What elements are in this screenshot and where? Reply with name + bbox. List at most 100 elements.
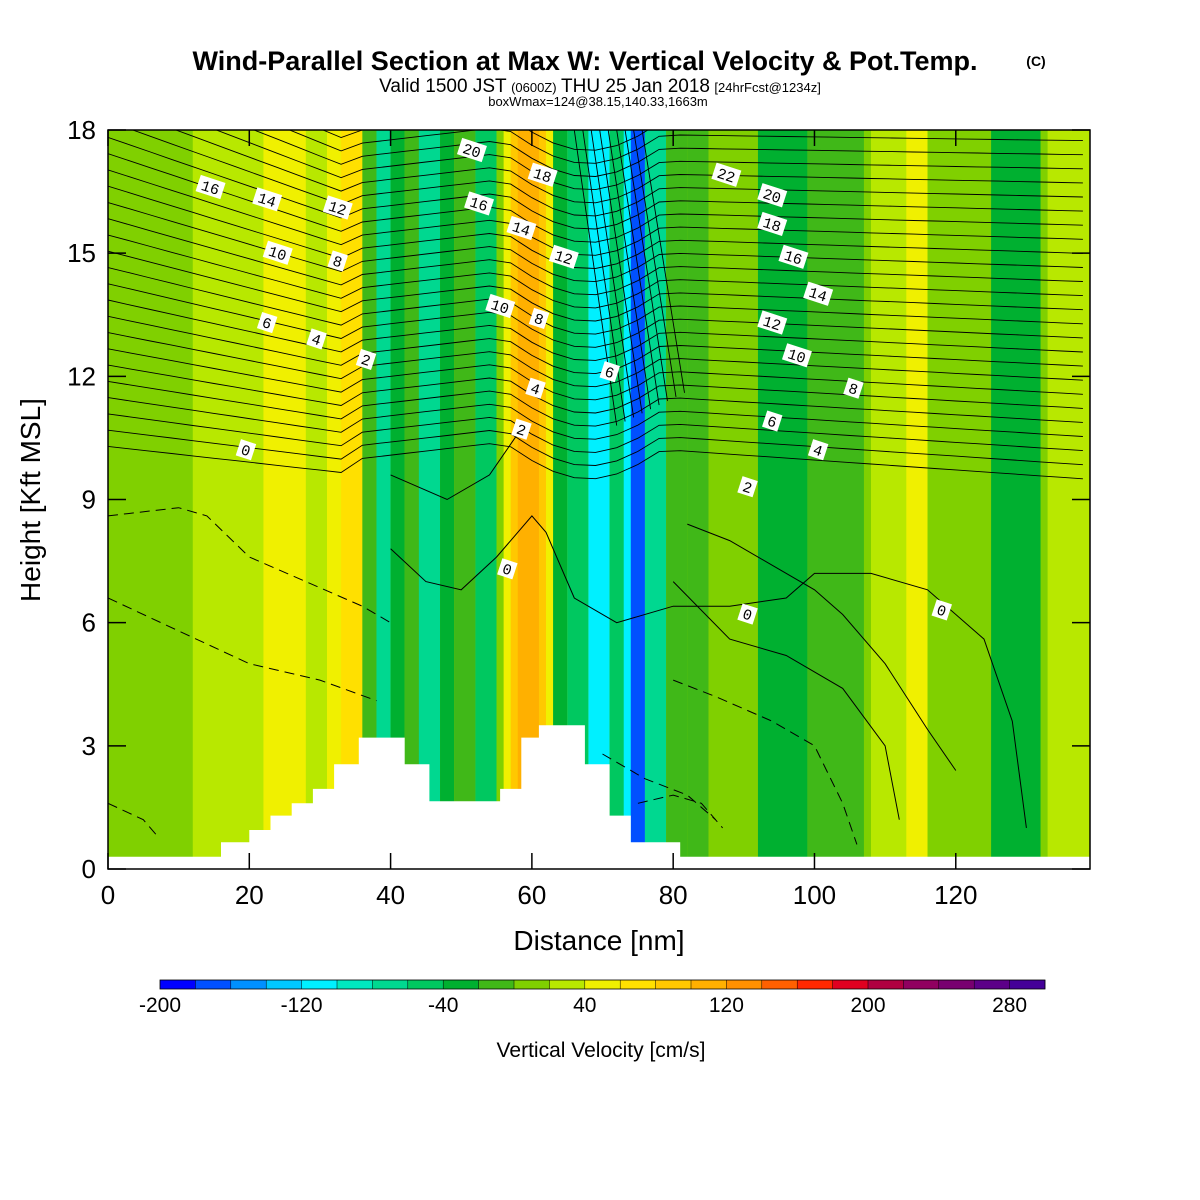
contour-label: 12 bbox=[757, 310, 788, 335]
theta-contour bbox=[108, 234, 1083, 309]
theta-contour bbox=[108, 250, 1083, 322]
colorbar-swatch bbox=[584, 980, 621, 989]
contour-label: 6 bbox=[762, 410, 783, 432]
contour-label-text: 10 bbox=[488, 297, 510, 319]
contour-label-box bbox=[195, 174, 226, 200]
vv-band bbox=[454, 130, 476, 869]
y-axis-label: Height [Kft MSL] bbox=[15, 398, 46, 602]
theta-contour bbox=[108, 267, 1083, 335]
contour-label-text: 22 bbox=[715, 166, 737, 188]
colorbar-swatch bbox=[266, 980, 302, 989]
contour-label: 10 bbox=[262, 240, 293, 266]
contour-label-box bbox=[252, 187, 283, 212]
contour-labels: 0246810121416024681012141618202220181614… bbox=[195, 137, 952, 625]
terrain-mask bbox=[108, 725, 1090, 869]
vv-band bbox=[644, 130, 667, 869]
contour-label: 0 bbox=[497, 558, 518, 580]
theta-contour bbox=[108, 507, 391, 624]
x-tick-label: 0 bbox=[101, 880, 115, 910]
vv-band bbox=[390, 130, 405, 869]
contour-label-text: 20 bbox=[460, 141, 482, 163]
contour-label: 16 bbox=[195, 174, 226, 200]
contour-label: 0 bbox=[931, 599, 952, 621]
contour-label-box bbox=[778, 244, 809, 269]
colorbar-swatch bbox=[337, 980, 373, 989]
theta-contour bbox=[108, 348, 1083, 401]
contour-label-box bbox=[525, 377, 546, 399]
colorbar-tick-label: -200 bbox=[139, 994, 181, 1017]
x-axis-label: Distance [nm] bbox=[513, 925, 684, 956]
contour-label-text: 12 bbox=[552, 248, 574, 270]
forecast-info: [24hrFcst@1234z] bbox=[714, 80, 820, 95]
contour-label-text: 14 bbox=[255, 190, 277, 212]
contour-label-box bbox=[711, 162, 742, 187]
theta-contour bbox=[108, 802, 158, 837]
contour-label-box bbox=[762, 410, 783, 432]
colorbar-swatch bbox=[372, 980, 409, 989]
contour-label-box bbox=[235, 439, 257, 461]
contour-label: 20 bbox=[456, 137, 487, 163]
theta-contour bbox=[108, 218, 1083, 296]
contour-label-text: 10 bbox=[266, 244, 288, 266]
y-tick-label: 12 bbox=[67, 361, 96, 391]
colorbar-tick-label: 280 bbox=[992, 994, 1027, 1017]
vv-band bbox=[341, 130, 363, 869]
vv-band bbox=[567, 130, 589, 869]
theta-contour bbox=[616, 130, 660, 406]
contour-label-text: 20 bbox=[760, 186, 782, 208]
contour-label-box bbox=[548, 244, 579, 269]
colorbar-swatch bbox=[1009, 980, 1046, 989]
theta-contour bbox=[108, 597, 377, 702]
y-tick-label: 9 bbox=[82, 485, 96, 515]
box-wmax-info: boxWmax=124@38.15,140.33,1663m bbox=[488, 94, 708, 109]
contour-label-text: 16 bbox=[467, 194, 489, 216]
theta-contour bbox=[174, 130, 1083, 204]
contour-label: 2 bbox=[355, 348, 377, 371]
x-tick-label: 120 bbox=[934, 880, 977, 910]
theta-contour bbox=[108, 443, 1083, 480]
colorbar-swatch bbox=[761, 980, 798, 989]
contour-label: 14 bbox=[252, 187, 283, 212]
contour-label-box bbox=[355, 348, 377, 370]
theta-contour bbox=[108, 364, 1083, 414]
colorbar-swatch bbox=[514, 980, 550, 989]
contour-label-box bbox=[781, 343, 812, 368]
contour-label-box bbox=[506, 215, 537, 241]
theta-contour bbox=[641, 130, 685, 393]
contour-label-box bbox=[931, 599, 952, 621]
x-tick-label: 100 bbox=[793, 880, 836, 910]
theta-contour bbox=[582, 130, 626, 422]
vv-band bbox=[475, 130, 497, 869]
contour-label: 22 bbox=[711, 162, 742, 188]
contour-label: 4 bbox=[807, 439, 829, 461]
valid-date: THU 25 Jan 2018 bbox=[561, 76, 710, 97]
theta-contour bbox=[602, 753, 716, 821]
vv-band bbox=[757, 130, 808, 869]
vv-band bbox=[906, 130, 928, 869]
colorbar-tick-label: -40 bbox=[428, 994, 458, 1017]
contour-label: 12 bbox=[322, 195, 353, 220]
theta-contour bbox=[673, 679, 858, 845]
colorbar-swatch bbox=[691, 980, 727, 989]
contour-label-text: 10 bbox=[785, 346, 807, 368]
colorbar-label: Vertical Velocity [cm/s] bbox=[497, 1039, 706, 1062]
y-tick-label: 18 bbox=[67, 115, 96, 145]
theta-contour bbox=[607, 130, 652, 410]
contour-label-box bbox=[599, 361, 620, 383]
theta-contour bbox=[108, 169, 1083, 256]
colorbar-swatch bbox=[726, 980, 763, 989]
colorbar-swatch bbox=[797, 980, 833, 989]
contour-label-box bbox=[327, 250, 348, 272]
theta-contour bbox=[637, 794, 723, 829]
contour-label-text: 14 bbox=[806, 285, 828, 307]
copyright-mark: (C) bbox=[1026, 53, 1045, 69]
y-tick-label: 6 bbox=[82, 608, 96, 638]
contour-label-box bbox=[807, 439, 829, 461]
contour-label: 12 bbox=[548, 244, 579, 270]
colorbar-swatch bbox=[974, 980, 1010, 989]
contour-label-text: 18 bbox=[531, 166, 553, 188]
colorbar-tick-label: -120 bbox=[281, 994, 323, 1017]
vv-band bbox=[991, 130, 1041, 869]
